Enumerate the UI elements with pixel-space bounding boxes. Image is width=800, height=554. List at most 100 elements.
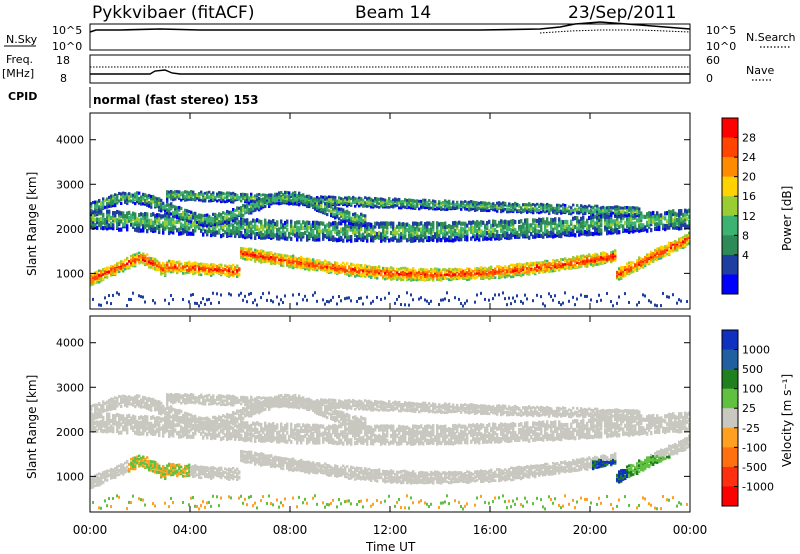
power-cell (574, 209, 577, 212)
power-cell (104, 198, 107, 203)
power-cell (426, 224, 429, 229)
power-cell (340, 221, 343, 226)
power-cell (412, 298, 414, 302)
power-cell (550, 223, 553, 228)
power-cell (488, 229, 491, 234)
power-cell (280, 231, 283, 236)
power-cell (204, 220, 207, 224)
power-cell (126, 224, 129, 229)
power-cell (358, 199, 361, 203)
power-cell (462, 272, 465, 275)
power-cell (322, 268, 325, 272)
power-cell (224, 223, 227, 228)
power-cell (484, 236, 487, 241)
power-cell (520, 232, 523, 237)
power-cell (244, 204, 247, 208)
power-cell (530, 209, 533, 213)
power-cell (324, 259, 327, 263)
power-cell (182, 215, 185, 219)
power-cell (132, 291, 134, 295)
power-cell (512, 230, 515, 235)
power-cell (316, 207, 319, 211)
power-cell (382, 200, 385, 204)
power-cell (282, 228, 285, 233)
power-cell (320, 195, 323, 199)
power-cell (502, 203, 505, 207)
power-cell (348, 211, 351, 215)
power-cell (500, 224, 503, 229)
power-cell (234, 198, 237, 202)
power-cell (242, 221, 245, 226)
power-cell (338, 229, 341, 235)
power-cell (386, 273, 389, 277)
power-cell (270, 230, 273, 236)
power-cell (232, 208, 235, 212)
power-cell (478, 273, 481, 276)
power-cell (544, 206, 547, 209)
power-cell (254, 235, 257, 240)
power-cell (90, 214, 93, 219)
power-cell (294, 233, 297, 238)
power-cell (288, 234, 291, 239)
power-cell (464, 234, 467, 239)
power-cell (252, 301, 254, 305)
power-cell (580, 221, 583, 226)
power-cell (342, 210, 345, 214)
power-cell (126, 214, 129, 219)
power-cell (454, 272, 457, 276)
power-cell (386, 202, 389, 206)
power-cell (182, 210, 185, 214)
power-cell (464, 200, 467, 203)
power-cell (530, 268, 533, 271)
power-cell (176, 211, 179, 215)
power-cell (388, 269, 391, 273)
power-cell (374, 274, 377, 278)
power-cell (162, 214, 165, 219)
power-cell (420, 296, 422, 300)
power-cell (386, 268, 389, 272)
power-cell (516, 273, 519, 277)
power-cell (326, 207, 329, 211)
power-cell (426, 237, 429, 242)
power-cell (392, 229, 395, 234)
power-cell (242, 298, 244, 302)
power-cell (512, 272, 515, 276)
power-cell (406, 199, 409, 202)
power-cell (474, 272, 477, 276)
power-cell (422, 205, 425, 209)
power-cell (394, 200, 397, 204)
power-cell (274, 253, 277, 257)
power-cell (590, 205, 593, 209)
power-cell (224, 196, 227, 200)
power-cell (446, 269, 449, 272)
power-cell (586, 218, 589, 223)
power-cell (316, 198, 319, 202)
power-cell (102, 218, 105, 223)
power-cell (312, 258, 315, 261)
power-cell (578, 206, 581, 210)
power-cell (170, 204, 173, 208)
power-cell (482, 267, 485, 270)
power-cell (260, 253, 263, 256)
power-cell (538, 221, 541, 226)
power-cell (174, 220, 177, 225)
power-cell (270, 258, 273, 262)
power-cell (184, 219, 187, 224)
power-cell (206, 194, 209, 198)
power-cell (206, 219, 209, 223)
power-cell (172, 270, 175, 274)
power-cell (550, 262, 553, 266)
power-cell (212, 216, 215, 221)
power-cell (218, 198, 221, 202)
power-cell (342, 197, 345, 201)
power-cell (428, 202, 431, 206)
power-cell (146, 212, 149, 217)
power-cell (400, 277, 403, 280)
power-cell (356, 226, 359, 232)
power-cell (120, 267, 123, 270)
power-cell (444, 297, 446, 301)
power-cell (328, 221, 331, 226)
power-cell (212, 266, 215, 270)
power-cell (316, 237, 319, 242)
power-cell (444, 224, 447, 229)
